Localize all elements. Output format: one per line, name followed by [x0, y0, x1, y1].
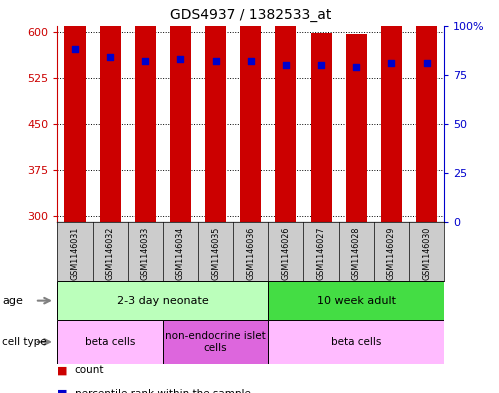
Bar [57, 320, 163, 364]
Point [387, 60, 395, 66]
Bar [163, 320, 268, 364]
Text: GSM1146032: GSM1146032 [106, 227, 115, 280]
Bar [170, 0, 191, 222]
Bar [240, 0, 261, 222]
Text: 2-3 day neonate: 2-3 day neonate [117, 296, 209, 306]
Bar [275, 0, 296, 222]
Point [282, 62, 290, 68]
Bar [135, 0, 156, 222]
Point [317, 62, 325, 68]
Text: GSM1146028: GSM1146028 [352, 227, 361, 280]
Bar [268, 281, 444, 320]
Text: GSM1146035: GSM1146035 [211, 227, 220, 280]
Text: beta cells: beta cells [331, 337, 381, 347]
Title: GDS4937 / 1382533_at: GDS4937 / 1382533_at [170, 8, 331, 22]
Text: beta cells: beta cells [85, 337, 135, 347]
Bar [268, 320, 444, 364]
Text: GSM1146026: GSM1146026 [281, 227, 290, 280]
Text: cell type: cell type [2, 337, 47, 347]
Point [212, 58, 220, 64]
Text: percentile rank within the sample: percentile rank within the sample [75, 389, 250, 393]
Bar [381, 24, 402, 222]
Text: ■: ■ [57, 365, 68, 375]
Text: GSM1146029: GSM1146029 [387, 227, 396, 280]
Text: age: age [2, 296, 23, 306]
Text: GSM1146031: GSM1146031 [70, 227, 79, 280]
Text: GSM1146036: GSM1146036 [246, 227, 255, 280]
Point [177, 56, 185, 62]
Text: GSM1146034: GSM1146034 [176, 227, 185, 280]
Point [106, 54, 114, 60]
Point [352, 64, 360, 70]
Text: GSM1146030: GSM1146030 [422, 227, 431, 280]
Text: GSM1146027: GSM1146027 [316, 227, 325, 280]
Point [141, 58, 149, 64]
Text: count: count [75, 365, 104, 375]
Point [423, 60, 431, 66]
Text: 10 week adult: 10 week adult [317, 296, 396, 306]
Text: ■: ■ [57, 389, 68, 393]
Bar [57, 281, 268, 320]
Bar [346, 33, 367, 222]
Bar [100, 0, 121, 222]
Bar [205, 0, 226, 222]
Bar [64, 0, 85, 222]
Text: GSM1146033: GSM1146033 [141, 227, 150, 280]
Text: non-endocrine islet
cells: non-endocrine islet cells [165, 331, 266, 353]
Point [247, 58, 255, 64]
Point [71, 46, 79, 52]
Bar [416, 25, 437, 222]
Bar [310, 33, 332, 222]
